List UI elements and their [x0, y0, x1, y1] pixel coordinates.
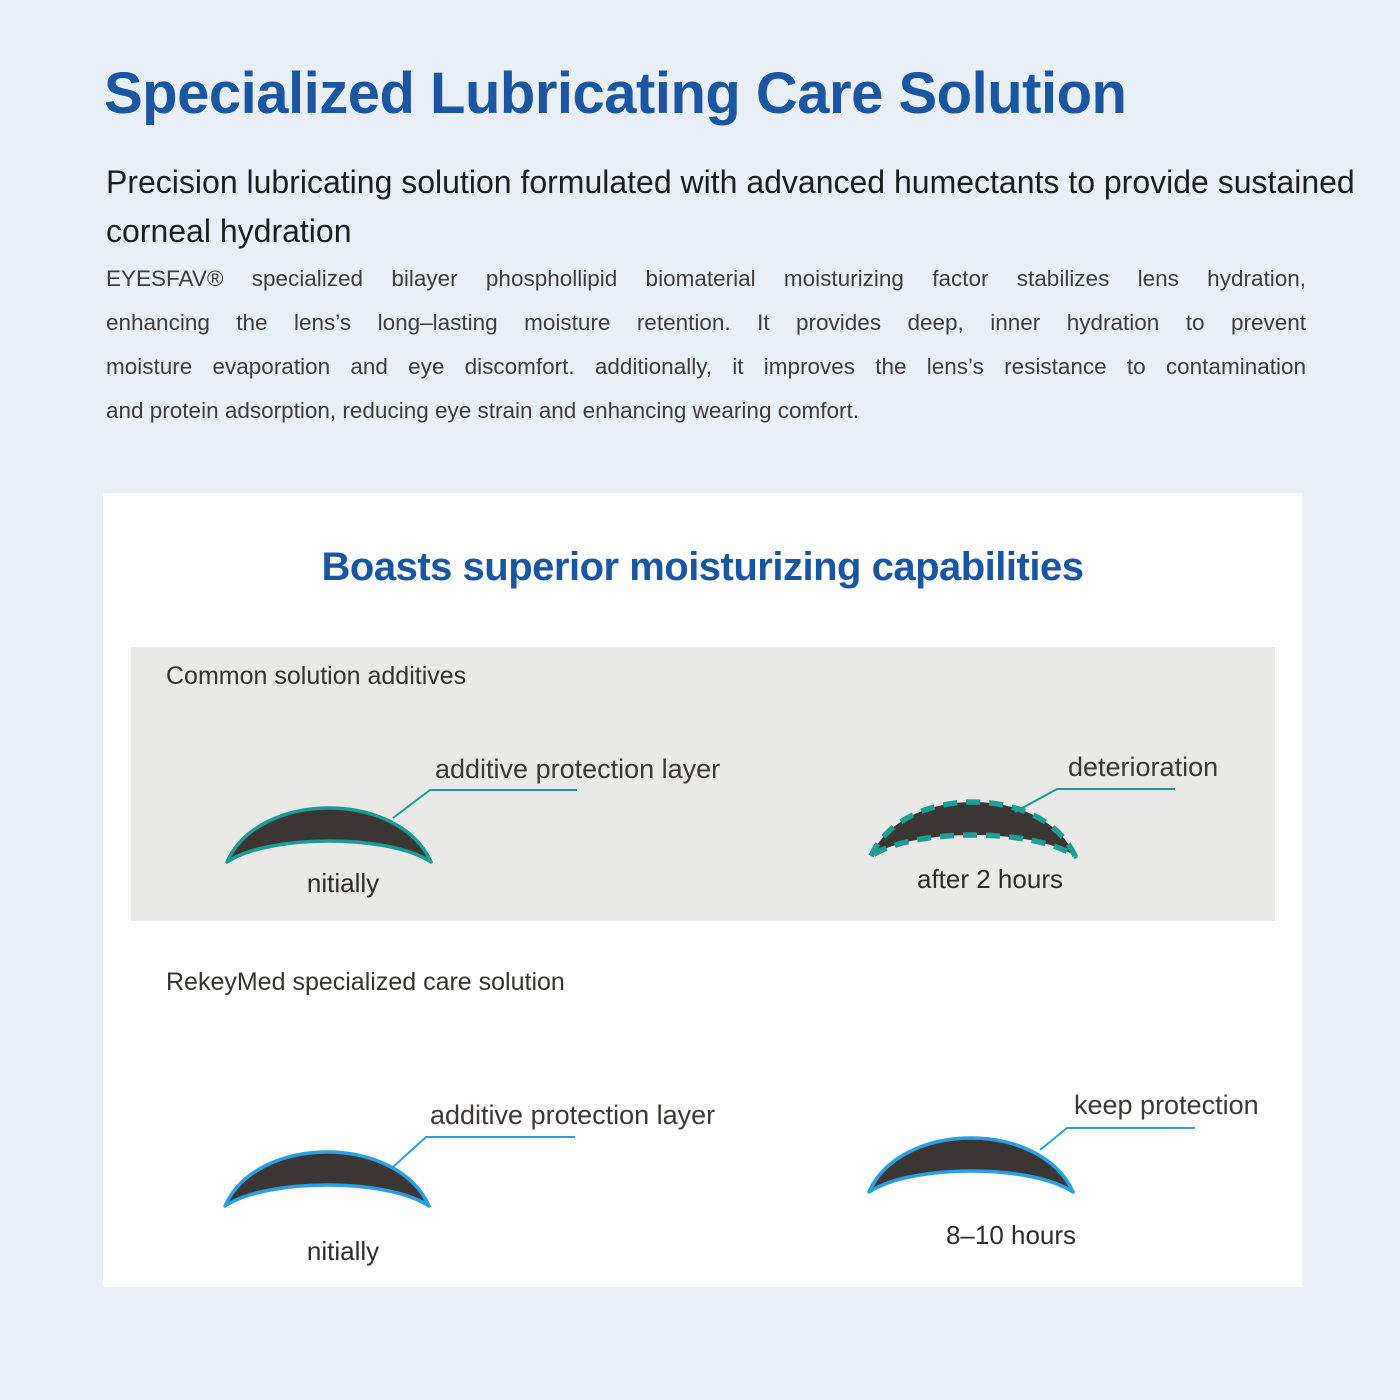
page-title: Specialized Lubricating Care Solution	[104, 61, 1127, 126]
annotation-leader-line	[392, 1136, 575, 1168]
diagram-caption: 8–10 hours	[945, 1220, 1077, 1250]
intro-line: EYESFAV® specialized bilayer phosphollip…	[106, 266, 1306, 291]
intro-line: enhancing the lens’s long–lasting moistu…	[106, 310, 1306, 335]
annotation-label: deterioration	[1068, 752, 1219, 782]
lens-crescent-shape	[867, 1136, 1075, 1194]
annotation-label: keep protection	[1074, 1090, 1259, 1120]
diagram-rekeymed-8-10-hours: keep protection 8–10 hours	[840, 1080, 1400, 1260]
moisturizing-capabilities-card: Boasts superior moisturizing capabilitie…	[103, 493, 1302, 1287]
lens-deteriorated-icon	[868, 788, 1175, 859]
common-additives-panel: Common solution additives additive prote…	[131, 647, 1275, 921]
diagram-rekeymed-initial: additive protection layer nitially	[200, 1080, 760, 1266]
annotation-leader-line	[1014, 788, 1175, 813]
lens-initial-icon	[225, 789, 577, 864]
diagram-caption: after 2 hours	[917, 864, 1063, 894]
lens-protected-icon	[867, 1127, 1195, 1194]
diagram-common-after-2-hours: deterioration after 2 hours	[840, 740, 1400, 900]
intro-line: moisture evaporation and eye discomfort.…	[106, 354, 1306, 379]
card-title: Boasts superior moisturizing capabilitie…	[321, 545, 1084, 589]
common-additives-label: Common solution additives	[166, 662, 467, 690]
lens-crescent-shape	[225, 806, 433, 864]
annotation-label: additive protection layer	[435, 754, 721, 784]
lens-crescent-shape	[223, 1150, 431, 1208]
page-subtitle: Precision lubricating solution formulate…	[106, 164, 1355, 249]
lens-crescent-shape	[868, 799, 1078, 859]
annotation-leader-line	[1039, 1127, 1195, 1151]
diagram-caption: nitially	[306, 1236, 380, 1266]
annotation-leader-line	[392, 789, 577, 819]
intro-line: and protein adsorption, reducing eye str…	[106, 398, 859, 423]
rekeymed-section-label: RekeyMed specialized care solution	[166, 968, 565, 996]
diagram-common-initial: additive protection layer nitially	[200, 740, 760, 900]
intro-paragraph: EYESFAV® specialized bilayer phosphollip…	[106, 257, 1306, 433]
lens-initial-icon	[223, 1136, 575, 1208]
annotation-label: additive protection layer	[430, 1100, 716, 1130]
diagram-caption: nitially	[306, 868, 380, 898]
